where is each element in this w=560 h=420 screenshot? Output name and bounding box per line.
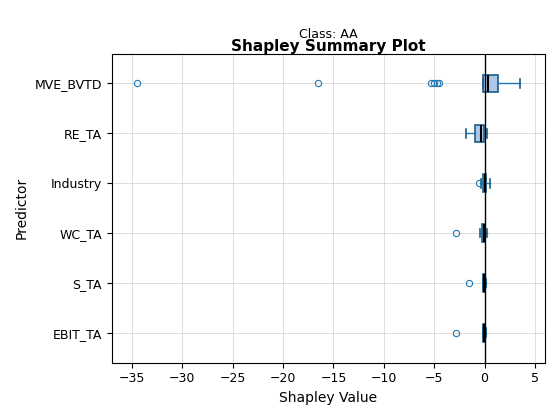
Title: Shapley Summary Plot: Shapley Summary Plot bbox=[231, 39, 426, 53]
PathPatch shape bbox=[483, 75, 498, 92]
PathPatch shape bbox=[483, 274, 485, 291]
PathPatch shape bbox=[475, 125, 484, 142]
Text: Class: AA: Class: AA bbox=[299, 28, 358, 41]
Y-axis label: Predictor: Predictor bbox=[15, 177, 29, 239]
PathPatch shape bbox=[483, 324, 485, 341]
PathPatch shape bbox=[483, 174, 486, 192]
X-axis label: Shapley Value: Shapley Value bbox=[279, 391, 377, 405]
PathPatch shape bbox=[482, 224, 485, 242]
